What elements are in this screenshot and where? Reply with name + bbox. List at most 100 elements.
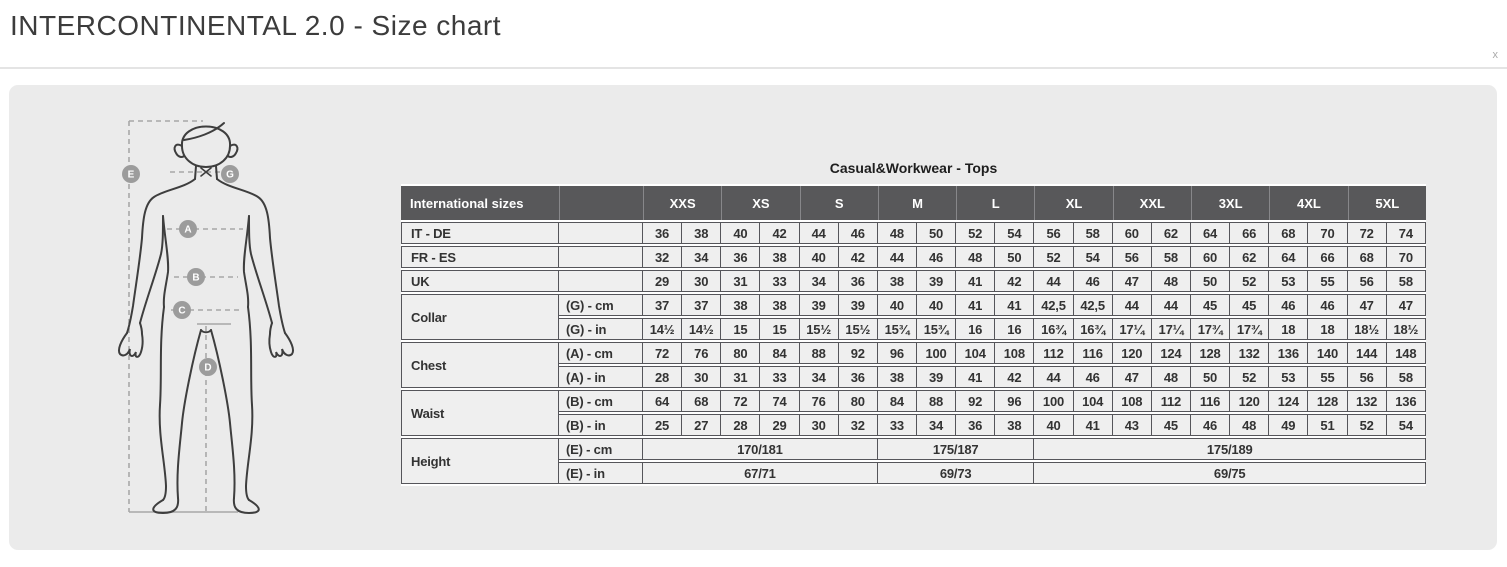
size-value: 52 <box>1034 246 1074 268</box>
size-value: 45 <box>1151 414 1191 436</box>
size-value: 84 <box>877 390 917 412</box>
measure-label <box>559 270 643 292</box>
size-value: 44 <box>799 222 839 244</box>
size-value: 46 <box>916 246 957 268</box>
size-value: 34 <box>799 270 839 292</box>
row-label: FR - ES <box>401 246 559 268</box>
size-value: 170/181 <box>643 438 878 460</box>
size-value: 16¾ <box>1073 318 1113 340</box>
size-value: 31 <box>721 270 761 292</box>
size-value: 56 <box>1347 270 1387 292</box>
size-value: 36 <box>643 222 683 244</box>
size-value: 15¾ <box>916 318 957 340</box>
size-value: 33 <box>877 414 917 436</box>
size-value: 31 <box>721 366 761 388</box>
size-table-section: Casual&Workwear - Tops International siz… <box>401 160 1426 486</box>
table-row: Collar (G) - cm 37 37 38 38 39 39 40 40 41 41 42,5 42… <box>401 294 1426 340</box>
page-header: INTERCONTINENTAL 2.0 - Size chart x <box>0 0 1507 69</box>
size-value: 39 <box>916 270 957 292</box>
size-value: 175/189 <box>1034 438 1426 460</box>
size-value: 140 <box>1308 342 1348 364</box>
size-value: 51 <box>1308 414 1348 436</box>
size-value: 74 <box>760 390 800 412</box>
size-value: 44 <box>1112 294 1152 316</box>
size-value: 44 <box>1034 366 1074 388</box>
size-value: 66 <box>1230 222 1270 244</box>
size-value: 47 <box>1347 294 1387 316</box>
size-value: 116 <box>1073 342 1113 364</box>
size-value: 64 <box>1269 246 1309 268</box>
table-row: FR - ES 32 34 36 38 40 42 44 46 48 50 52 54 56 58 60 62 6… <box>401 246 1426 268</box>
size-header: XXS <box>643 186 722 220</box>
size-value: 29 <box>643 270 683 292</box>
size-value: 15 <box>760 318 800 340</box>
marker-a-badge: A <box>179 220 197 238</box>
size-value: 34 <box>799 366 839 388</box>
size-value: 92 <box>956 390 996 412</box>
size-value: 92 <box>838 342 878 364</box>
size-value: 56 <box>1034 222 1074 244</box>
size-value: 37 <box>643 294 683 316</box>
size-value: 41 <box>956 294 996 316</box>
size-value: 55 <box>1308 366 1348 388</box>
svg-text:A: A <box>184 225 191 236</box>
size-value: 175/187 <box>877 438 1035 460</box>
size-value: 53 <box>1269 366 1309 388</box>
table-row: IT - DE 36 38 40 42 44 46 48 50 52 54 56 58 60 62 64 66 6… <box>401 222 1426 244</box>
size-value: 112 <box>1034 342 1074 364</box>
size-value: 45 <box>1190 294 1231 316</box>
size-value: 96 <box>995 390 1035 412</box>
size-value: 48 <box>877 222 917 244</box>
size-value: 17¼ <box>1112 318 1152 340</box>
size-value: 32 <box>838 414 878 436</box>
size-value: 48 <box>1151 366 1191 388</box>
measure-label: (E) - in <box>559 462 643 484</box>
size-value: 54 <box>995 222 1035 244</box>
size-value: 70 <box>1386 246 1426 268</box>
size-value: 41 <box>956 270 996 292</box>
size-value: 84 <box>760 342 800 364</box>
size-value: 30 <box>799 414 839 436</box>
size-value: 54 <box>1386 414 1426 436</box>
size-value: 64 <box>643 390 683 412</box>
measure-label: (A) - in <box>559 366 643 388</box>
size-header: 4XL <box>1269 186 1348 220</box>
size-value: 88 <box>916 390 957 412</box>
row-label: Waist <box>401 390 559 436</box>
size-value: 60 <box>1112 222 1152 244</box>
size-value: 53 <box>1269 270 1309 292</box>
measure-label: (G) - cm <box>559 294 643 316</box>
size-value: 66 <box>1308 246 1348 268</box>
size-value: 16¾ <box>1034 318 1074 340</box>
size-value: 69/75 <box>1034 462 1426 484</box>
marker-b-badge: B <box>187 268 205 286</box>
size-value: 52 <box>1347 414 1387 436</box>
close-icon[interactable]: x <box>1492 49 1499 61</box>
size-value: 15 <box>721 318 761 340</box>
size-value: 76 <box>682 342 722 364</box>
row-label: Height <box>401 438 559 484</box>
size-value: 100 <box>1034 390 1074 412</box>
size-value: 50 <box>1190 270 1231 292</box>
body-outline <box>117 122 295 515</box>
size-value: 124 <box>1269 390 1309 412</box>
size-value: 38 <box>995 414 1035 436</box>
size-value: 120 <box>1112 342 1152 364</box>
size-value: 36 <box>721 246 761 268</box>
table-row: (A) - in 28 30 31 33 34 36 38 39 41 42 44 46 47 48 50 52… <box>401 366 1426 388</box>
size-value: 41 <box>956 366 996 388</box>
size-value: 47 <box>1112 270 1152 292</box>
measure-label: (G) - in <box>559 318 643 340</box>
size-value: 38 <box>760 294 800 316</box>
row-label: IT - DE <box>401 222 559 244</box>
measure-header <box>559 186 643 220</box>
size-value: 41 <box>1073 414 1113 436</box>
size-header: S <box>799 186 878 220</box>
size-value: 38 <box>721 294 761 316</box>
size-value: 50 <box>995 246 1035 268</box>
measure-label: (B) - cm <box>559 390 643 412</box>
size-value: 76 <box>799 390 839 412</box>
size-value: 128 <box>1190 342 1231 364</box>
size-value: 54 <box>1073 246 1113 268</box>
marker-c-badge: C <box>173 301 191 319</box>
